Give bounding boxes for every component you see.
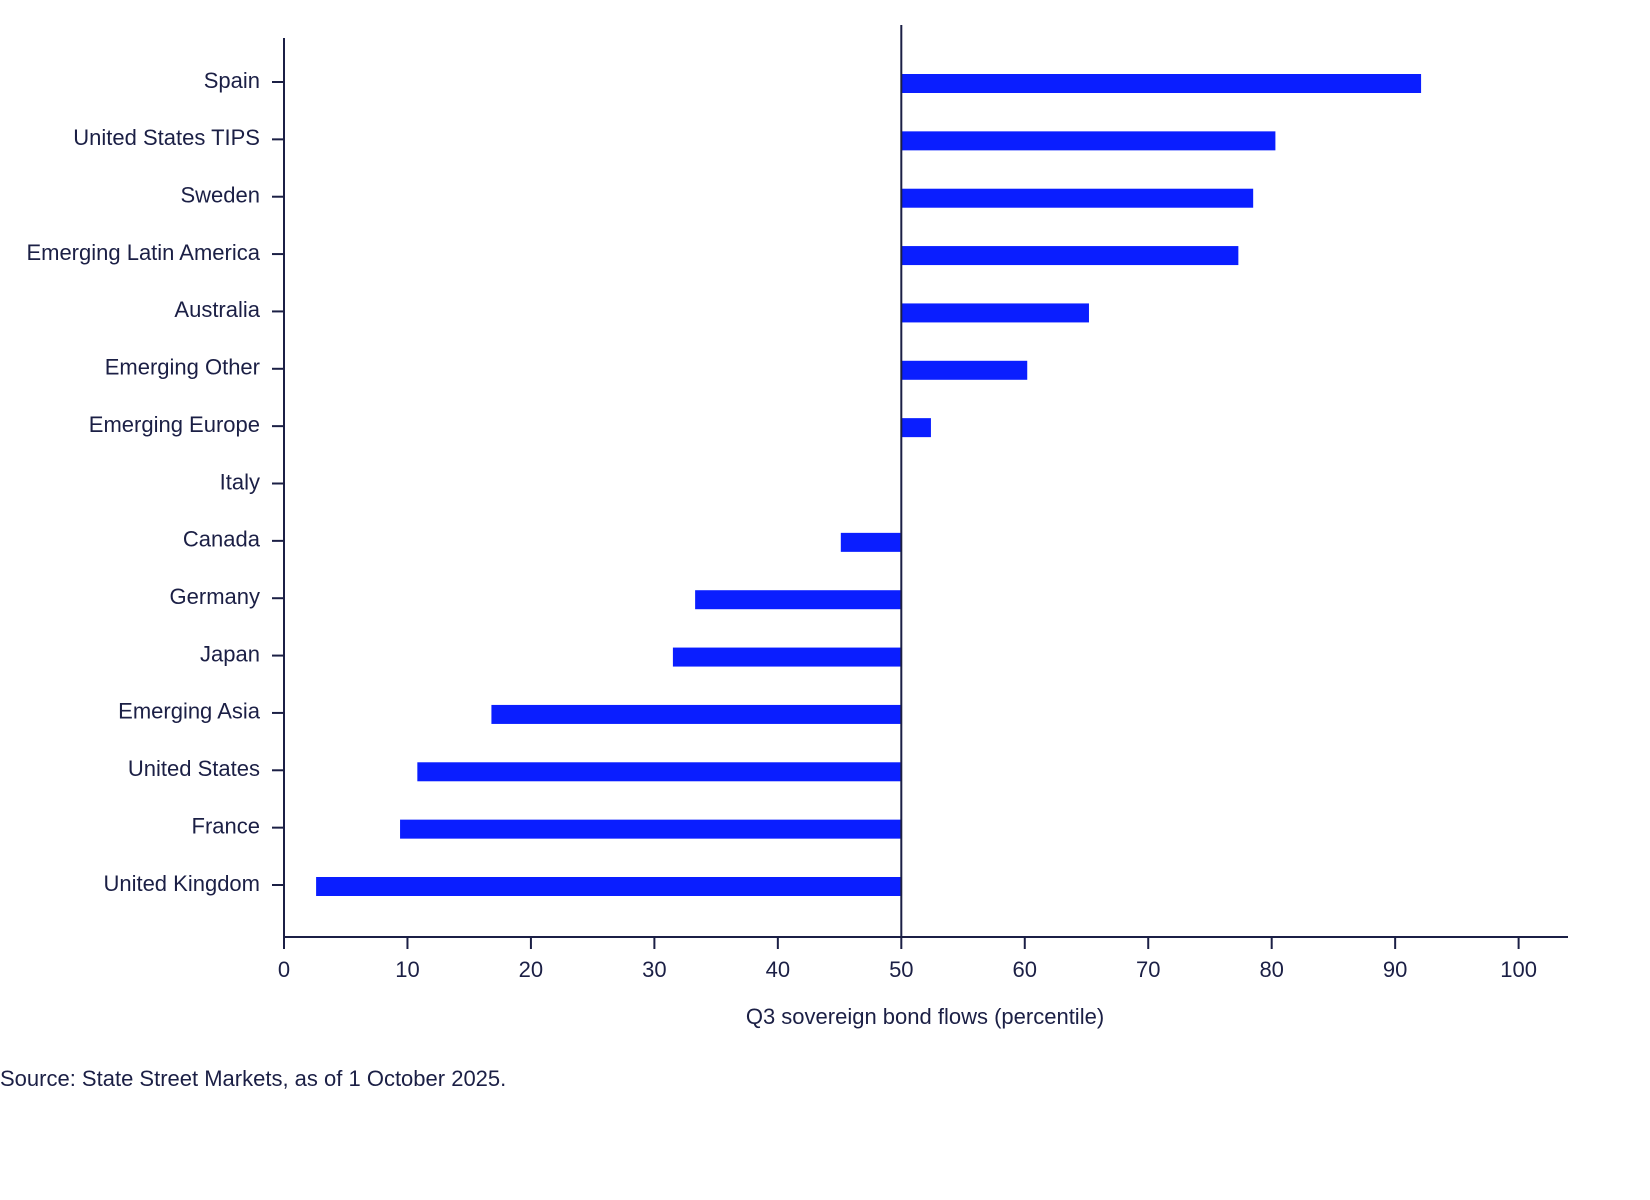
y-tick-label: Canada [183, 527, 261, 552]
y-tick-label: Italy [220, 469, 260, 494]
bar [316, 877, 902, 896]
bar [901, 418, 931, 438]
bar [901, 74, 1422, 93]
x-tick-label: 60 [1013, 957, 1037, 982]
y-tick-label: Germany [170, 584, 260, 609]
bar [417, 762, 902, 782]
bar [672, 647, 902, 667]
x-tick-label: 10 [395, 957, 419, 982]
x-axis-label: Q3 sovereign bond flows (percentile) [746, 1004, 1104, 1029]
x-tick-label: 80 [1259, 957, 1283, 982]
x-tick-label: 0 [278, 957, 290, 982]
y-tick-label: France [192, 813, 260, 838]
bar [840, 532, 902, 552]
bar [491, 704, 902, 724]
y-tick-label: Emerging Europe [89, 412, 260, 437]
bar [400, 819, 902, 839]
x-tick-label: 40 [766, 957, 790, 982]
x-tick-label: 70 [1136, 957, 1160, 982]
x-tick-label: 50 [889, 957, 913, 982]
y-tick-label: United Kingdom [103, 871, 260, 896]
y-tick-label: Emerging Latin America [26, 240, 260, 265]
bar [901, 303, 1089, 323]
y-tick-label: Spain [204, 68, 260, 93]
source-note: Source: State Street Markets, as of 1 Oc… [0, 1066, 506, 1091]
y-tick-label: Sweden [180, 183, 260, 208]
y-tick-label: Japan [200, 641, 260, 666]
y-tick-label: Australia [174, 297, 260, 322]
bar [695, 590, 902, 610]
y-tick-label: United States TIPS [73, 125, 260, 150]
y-tick-label: Emerging Asia [118, 699, 261, 724]
x-tick-label: 90 [1383, 957, 1407, 982]
bar [901, 246, 1239, 266]
bar [901, 360, 1028, 380]
y-tick-label: United States [128, 756, 260, 781]
x-tick-label: 30 [642, 957, 666, 982]
bar [901, 188, 1254, 208]
bar [901, 131, 1276, 151]
x-tick-label: 20 [519, 957, 543, 982]
x-tick-label: 100 [1500, 957, 1537, 982]
y-tick-label: Emerging Other [105, 355, 260, 380]
